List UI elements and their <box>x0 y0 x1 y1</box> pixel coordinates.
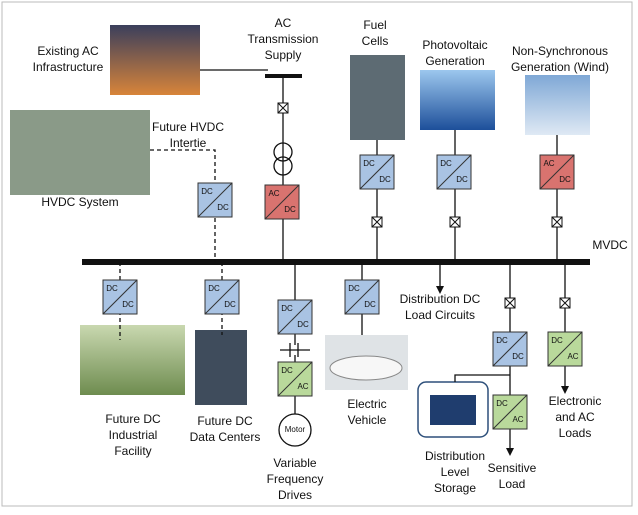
photo-hvdc <box>10 110 150 195</box>
converter-diagonal <box>344 279 380 315</box>
label: Infrastructure <box>33 60 104 74</box>
converter-bottom: DC <box>297 320 309 329</box>
converter-diagonal <box>204 279 240 315</box>
converter-top: DC <box>281 304 293 313</box>
label: Future DC <box>197 414 253 428</box>
label: Storage <box>434 481 476 495</box>
converter-top: DC <box>496 336 508 345</box>
label: Generation (Wind) <box>511 60 609 74</box>
converter-top: DC <box>208 284 220 293</box>
photo-ac-infrastructure <box>110 25 200 95</box>
converter-diagonal <box>539 154 575 190</box>
label: Cells <box>362 34 389 48</box>
converter-bottom: DC <box>364 300 376 309</box>
converter-top: DC <box>281 366 293 375</box>
converter-top: DC <box>348 284 360 293</box>
converter-top: DC <box>106 284 118 293</box>
motor-label: Motor <box>285 425 306 434</box>
breaker-x <box>559 297 571 309</box>
photo-fuel-cells <box>350 55 405 140</box>
label: Frequency <box>267 472 324 486</box>
converter-top: DC <box>496 399 508 408</box>
label: Industrial <box>109 428 158 442</box>
label: HVDC System <box>41 195 118 209</box>
label: Future HVDC <box>152 120 224 134</box>
frame <box>1 1 633 507</box>
breaker-x <box>504 297 516 309</box>
car-shape <box>329 355 403 381</box>
converter-diagonal <box>359 154 395 190</box>
breaker-x <box>449 216 461 228</box>
label: Generation <box>425 54 484 68</box>
label: Load Circuits <box>405 308 475 322</box>
photo-pv <box>420 70 495 130</box>
converter-bottom: DC <box>217 203 229 212</box>
photo-wind <box>525 75 590 135</box>
photo-datacenter <box>195 330 247 405</box>
label: Distribution <box>425 449 485 463</box>
converter-bottom: DC <box>456 175 468 184</box>
label: Sensitive <box>488 461 537 475</box>
label: Loads <box>559 426 592 440</box>
label: Electronic <box>549 394 602 408</box>
converter-diagonal <box>197 182 233 218</box>
label: Transmission <box>248 32 319 46</box>
converter-diagonal <box>436 154 472 190</box>
label: AC <box>275 16 292 30</box>
label: Electric <box>347 397 386 411</box>
photo-industrial <box>80 325 185 395</box>
breaker-x <box>551 216 563 228</box>
label: and AC <box>555 410 595 424</box>
converter-bottom: AC <box>297 382 308 391</box>
label: Fuel <box>363 18 386 32</box>
label: Data Centers <box>190 430 261 444</box>
photo-batteries <box>430 395 476 425</box>
breaker-x <box>277 102 289 114</box>
label: Non-Synchronous <box>512 44 608 58</box>
label: Vehicle <box>348 413 387 427</box>
label: Variable <box>273 456 316 470</box>
converter-bottom: DC <box>379 175 391 184</box>
label: Load <box>499 477 526 491</box>
label: Distribution DC <box>400 292 481 306</box>
converter-top: AC <box>268 189 279 198</box>
label: Existing AC <box>37 44 99 58</box>
converter-top: DC <box>201 187 213 196</box>
converter-top: DC <box>440 159 452 168</box>
label: Facility <box>114 444 151 458</box>
converter-diagonal <box>264 184 300 220</box>
label: Level <box>441 465 470 479</box>
label: Photovoltaic <box>422 38 487 52</box>
converter-top: DC <box>551 336 563 345</box>
converter-diagonal <box>547 331 583 367</box>
converter-diagonal <box>492 394 528 430</box>
label: MVDC <box>592 238 628 252</box>
label: Future DC <box>105 412 161 426</box>
label: Intertie <box>170 136 207 150</box>
converter-bottom: DC <box>512 352 524 361</box>
converter-bottom: DC <box>224 300 236 309</box>
converter-bottom: DC <box>559 175 571 184</box>
breaker-x <box>371 216 383 228</box>
converter-bottom: AC <box>567 352 578 361</box>
converter-diagonal <box>277 299 313 335</box>
converter-diagonal <box>102 279 138 315</box>
converter-bottom: DC <box>122 300 134 309</box>
label: Supply <box>265 48 302 62</box>
converter-bottom: DC <box>284 205 296 214</box>
converter-top: DC <box>363 159 375 168</box>
converter-diagonal <box>277 361 313 397</box>
converter-diagonal <box>492 331 528 367</box>
converter-bottom: AC <box>512 415 523 424</box>
label: Drives <box>278 488 312 502</box>
converter-top: AC <box>543 159 554 168</box>
